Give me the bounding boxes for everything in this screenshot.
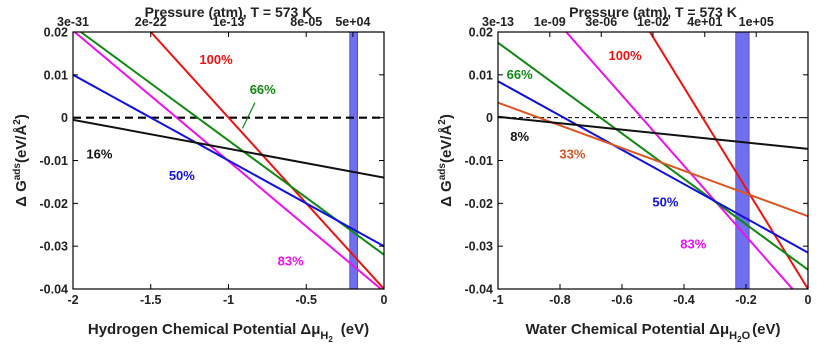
top-tick-label: 1e+05 bbox=[739, 15, 774, 29]
y-tick-label: 0.02 bbox=[469, 26, 493, 40]
top-tick-label: 1e-09 bbox=[534, 15, 566, 29]
y-axis-label-unit-sup: 2 bbox=[12, 119, 23, 125]
x-axis-label-subscript: H bbox=[320, 330, 328, 342]
x-axis-label-subscript2: O bbox=[742, 330, 751, 342]
top-tick-label: 5e+04 bbox=[335, 15, 370, 29]
y-axis-label-main: Δ G bbox=[438, 180, 455, 207]
top-tick-label: 3e-31 bbox=[57, 15, 89, 29]
x-tick-label: -1 bbox=[492, 293, 503, 307]
x-tick-label: -0.2 bbox=[735, 293, 757, 307]
top-tick-label: 1e-02 bbox=[637, 15, 669, 29]
series-group bbox=[498, 32, 808, 289]
y-axis-label-sup: ads bbox=[12, 163, 23, 181]
x-tick-label: -2 bbox=[67, 293, 78, 307]
y-tick-label: 0.01 bbox=[44, 68, 68, 82]
series-label: 50% bbox=[169, 168, 195, 183]
x-axis-label-subsubscript: 2 bbox=[737, 335, 742, 344]
x-axis-label: Hydrogen Chemical Potential ΔμH2 (eV) bbox=[88, 321, 369, 344]
x-axis-label-main: Hydrogen Chemical Potential Δμ bbox=[88, 321, 321, 338]
series-line-100pct bbox=[150, 32, 384, 289]
series-label: 100% bbox=[199, 52, 233, 67]
y-axis-label-unit-sup: 2 bbox=[437, 119, 448, 125]
chart-title: Pressure (atm), T = 573 K bbox=[569, 4, 737, 20]
x-tick-label: -1 bbox=[223, 293, 234, 307]
x-axis-label-subscript: H bbox=[729, 330, 737, 342]
y-tick-label: 0.02 bbox=[44, 26, 68, 40]
y-axis-label-close: ) bbox=[438, 114, 455, 119]
left-chart-panel: -2 -1.5 -1 -0.5 0 -0.04 -0.03 -0.02 -0.01 0 0.01 0.… bbox=[12, 4, 388, 344]
y-axis-label: Δ Gads(eV/Å2) bbox=[437, 114, 455, 207]
x-tick-label: 0 bbox=[805, 293, 812, 307]
series-label: 83% bbox=[278, 253, 304, 268]
pressure-band bbox=[349, 31, 358, 290]
top-tick-label: 3e-06 bbox=[585, 15, 617, 29]
y-tick-label: -0.03 bbox=[465, 240, 494, 254]
y-axis-label: Δ Gads(eV/Å2) bbox=[12, 114, 30, 207]
chart-title: Pressure (atm), T = 573 K bbox=[145, 4, 313, 20]
top-tick-label: 4e+01 bbox=[687, 15, 722, 29]
series-line-66pct bbox=[498, 41, 808, 271]
series-line-83pct bbox=[565, 32, 794, 289]
label-leader-66pct bbox=[241, 102, 256, 129]
y-tick-label: -0.02 bbox=[465, 197, 494, 211]
x-axis-label-unit: (eV) bbox=[752, 321, 780, 338]
x-tick-label: -0.8 bbox=[549, 293, 571, 307]
top-tick-label: 8e-05 bbox=[290, 15, 322, 29]
series-label: 83% bbox=[680, 236, 706, 251]
y-tick-label: -0.04 bbox=[40, 283, 69, 297]
x-tick-label: -0.6 bbox=[611, 293, 633, 307]
x-tick-label: -0.4 bbox=[673, 293, 695, 307]
y-tick-label: -0.02 bbox=[40, 197, 69, 211]
top-tick-label: 1e-13 bbox=[213, 15, 245, 29]
x-axis-label-main: Water Chemical Potential Δμ bbox=[526, 321, 730, 338]
y-axis-label-unit: (eV/Å bbox=[13, 125, 30, 164]
series-line-100pct bbox=[649, 32, 808, 289]
y-tick-label: 0 bbox=[61, 111, 68, 125]
series-line-16pct bbox=[73, 118, 384, 179]
x-axis-label: Water Chemical Potential ΔμH2O (eV) bbox=[526, 321, 781, 344]
y-tick-label: 0.01 bbox=[469, 68, 493, 82]
y-axis-label-sup: ads bbox=[437, 163, 448, 181]
y-tick-label: -0.04 bbox=[465, 283, 494, 297]
series-label: 66% bbox=[250, 82, 276, 97]
series-label: 16% bbox=[86, 146, 112, 161]
y-axis-label-unit: (eV/Å bbox=[438, 125, 455, 164]
y-tick-label: -0.03 bbox=[40, 240, 69, 254]
top-tick-label: 3e-13 bbox=[482, 15, 514, 29]
y-tick-label: -0.01 bbox=[40, 154, 69, 168]
y-axis-label-main: Δ G bbox=[13, 180, 30, 207]
x-axis-label-unit: (eV) bbox=[341, 321, 369, 338]
x-axis-label-subsubscript: 2 bbox=[328, 335, 333, 344]
series-label: 100% bbox=[608, 48, 642, 63]
x-tick-label: 0 bbox=[381, 293, 388, 307]
right-chart-panel: -1 -0.8 -0.6 -0.4 -0.2 0 -0.04 -0.03 -0.02 -0.01 0… bbox=[437, 4, 812, 344]
series-group bbox=[73, 32, 384, 289]
top-tick-label: 2e-22 bbox=[135, 15, 167, 29]
series-label: 33% bbox=[559, 146, 585, 161]
series-line-8pct bbox=[498, 115, 808, 150]
series-line-50pct bbox=[498, 80, 808, 254]
y-tick-label: -0.01 bbox=[465, 154, 494, 168]
y-tick-label: 0 bbox=[486, 111, 493, 125]
series-label: 66% bbox=[507, 67, 533, 82]
series-label: 8% bbox=[510, 129, 529, 144]
y-axis-label-close: ) bbox=[13, 114, 30, 119]
pressure-band bbox=[735, 31, 750, 290]
x-tick-label: -1.5 bbox=[140, 293, 162, 307]
series-line-50pct bbox=[73, 73, 384, 248]
x-tick-label: -0.5 bbox=[295, 293, 317, 307]
series-label: 50% bbox=[652, 194, 678, 209]
